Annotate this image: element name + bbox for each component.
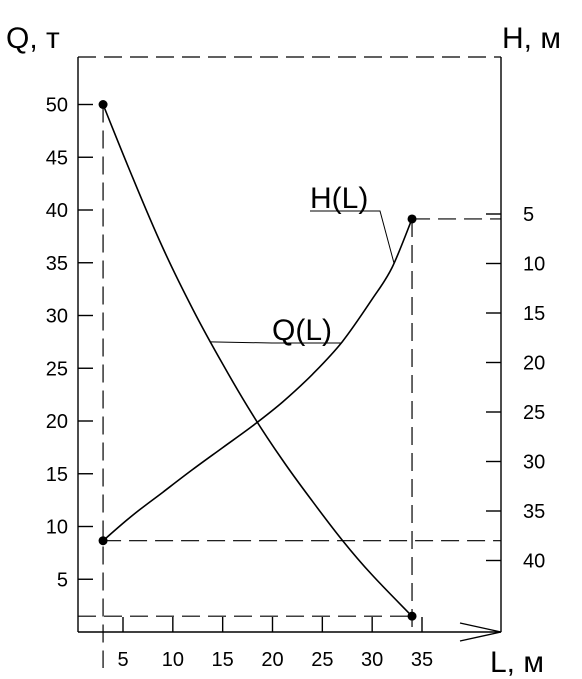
left-axis-title: Q, т: [6, 22, 60, 55]
series-q-line: [102, 104, 413, 617]
series-q-label: Q(L): [272, 314, 332, 347]
left-tick-label: 25: [46, 358, 68, 380]
series-h-leader: [310, 210, 395, 264]
x-axis-arrow: [459, 622, 502, 642]
left-axis-ticks: 5 10 15 20 25 30 35 40 45 50: [46, 95, 93, 591]
series-h-label: H(L): [310, 182, 368, 215]
point-h-end: [407, 214, 417, 224]
left-tick-label: 10: [46, 517, 68, 539]
curve-labels: Q(L) H(L): [210, 182, 395, 347]
guide-lines: [78, 104, 501, 668]
x-tick-label: 35: [411, 649, 433, 671]
x-tick-label: 30: [361, 649, 383, 671]
series-q-leader: [210, 341, 342, 344]
left-tick-label: 45: [46, 147, 68, 169]
right-axis-ticks: 5 10 15 20 25 30 35 40: [486, 204, 545, 573]
point-q-start: [98, 100, 108, 109]
right-tick-label: 40: [523, 551, 545, 573]
right-tick-label: 10: [523, 254, 545, 276]
right-tick-label: 5: [523, 204, 534, 226]
x-tick-label: 15: [212, 649, 234, 671]
right-tick-label: 20: [523, 353, 545, 375]
left-tick-label: 5: [57, 569, 68, 591]
point-h-start: [98, 536, 108, 546]
left-tick-label: 50: [46, 95, 68, 117]
x-axis-title: L, м: [490, 646, 544, 679]
left-tick-label: 20: [46, 411, 68, 433]
series-h-line: [102, 218, 413, 542]
right-tick-label: 25: [523, 402, 545, 424]
left-tick-label: 30: [46, 306, 68, 328]
right-tick-label: 35: [523, 501, 545, 523]
point-q-end: [407, 611, 417, 621]
left-tick-label: 40: [46, 200, 68, 222]
right-tick-label: 15: [523, 303, 545, 325]
x-tick-label: 10: [162, 649, 184, 671]
right-tick-label: 30: [523, 452, 545, 474]
x-axis-ticks: 5 10 15 20 25 30 35: [117, 617, 433, 671]
left-tick-label: 15: [46, 464, 68, 486]
x-tick-label: 25: [311, 649, 333, 671]
left-tick-label: 35: [46, 253, 68, 275]
x-tick-label: 20: [261, 649, 283, 671]
curves: [98, 100, 417, 621]
x-tick-label: 5: [117, 649, 128, 671]
right-axis-title: Н, м: [502, 22, 561, 55]
